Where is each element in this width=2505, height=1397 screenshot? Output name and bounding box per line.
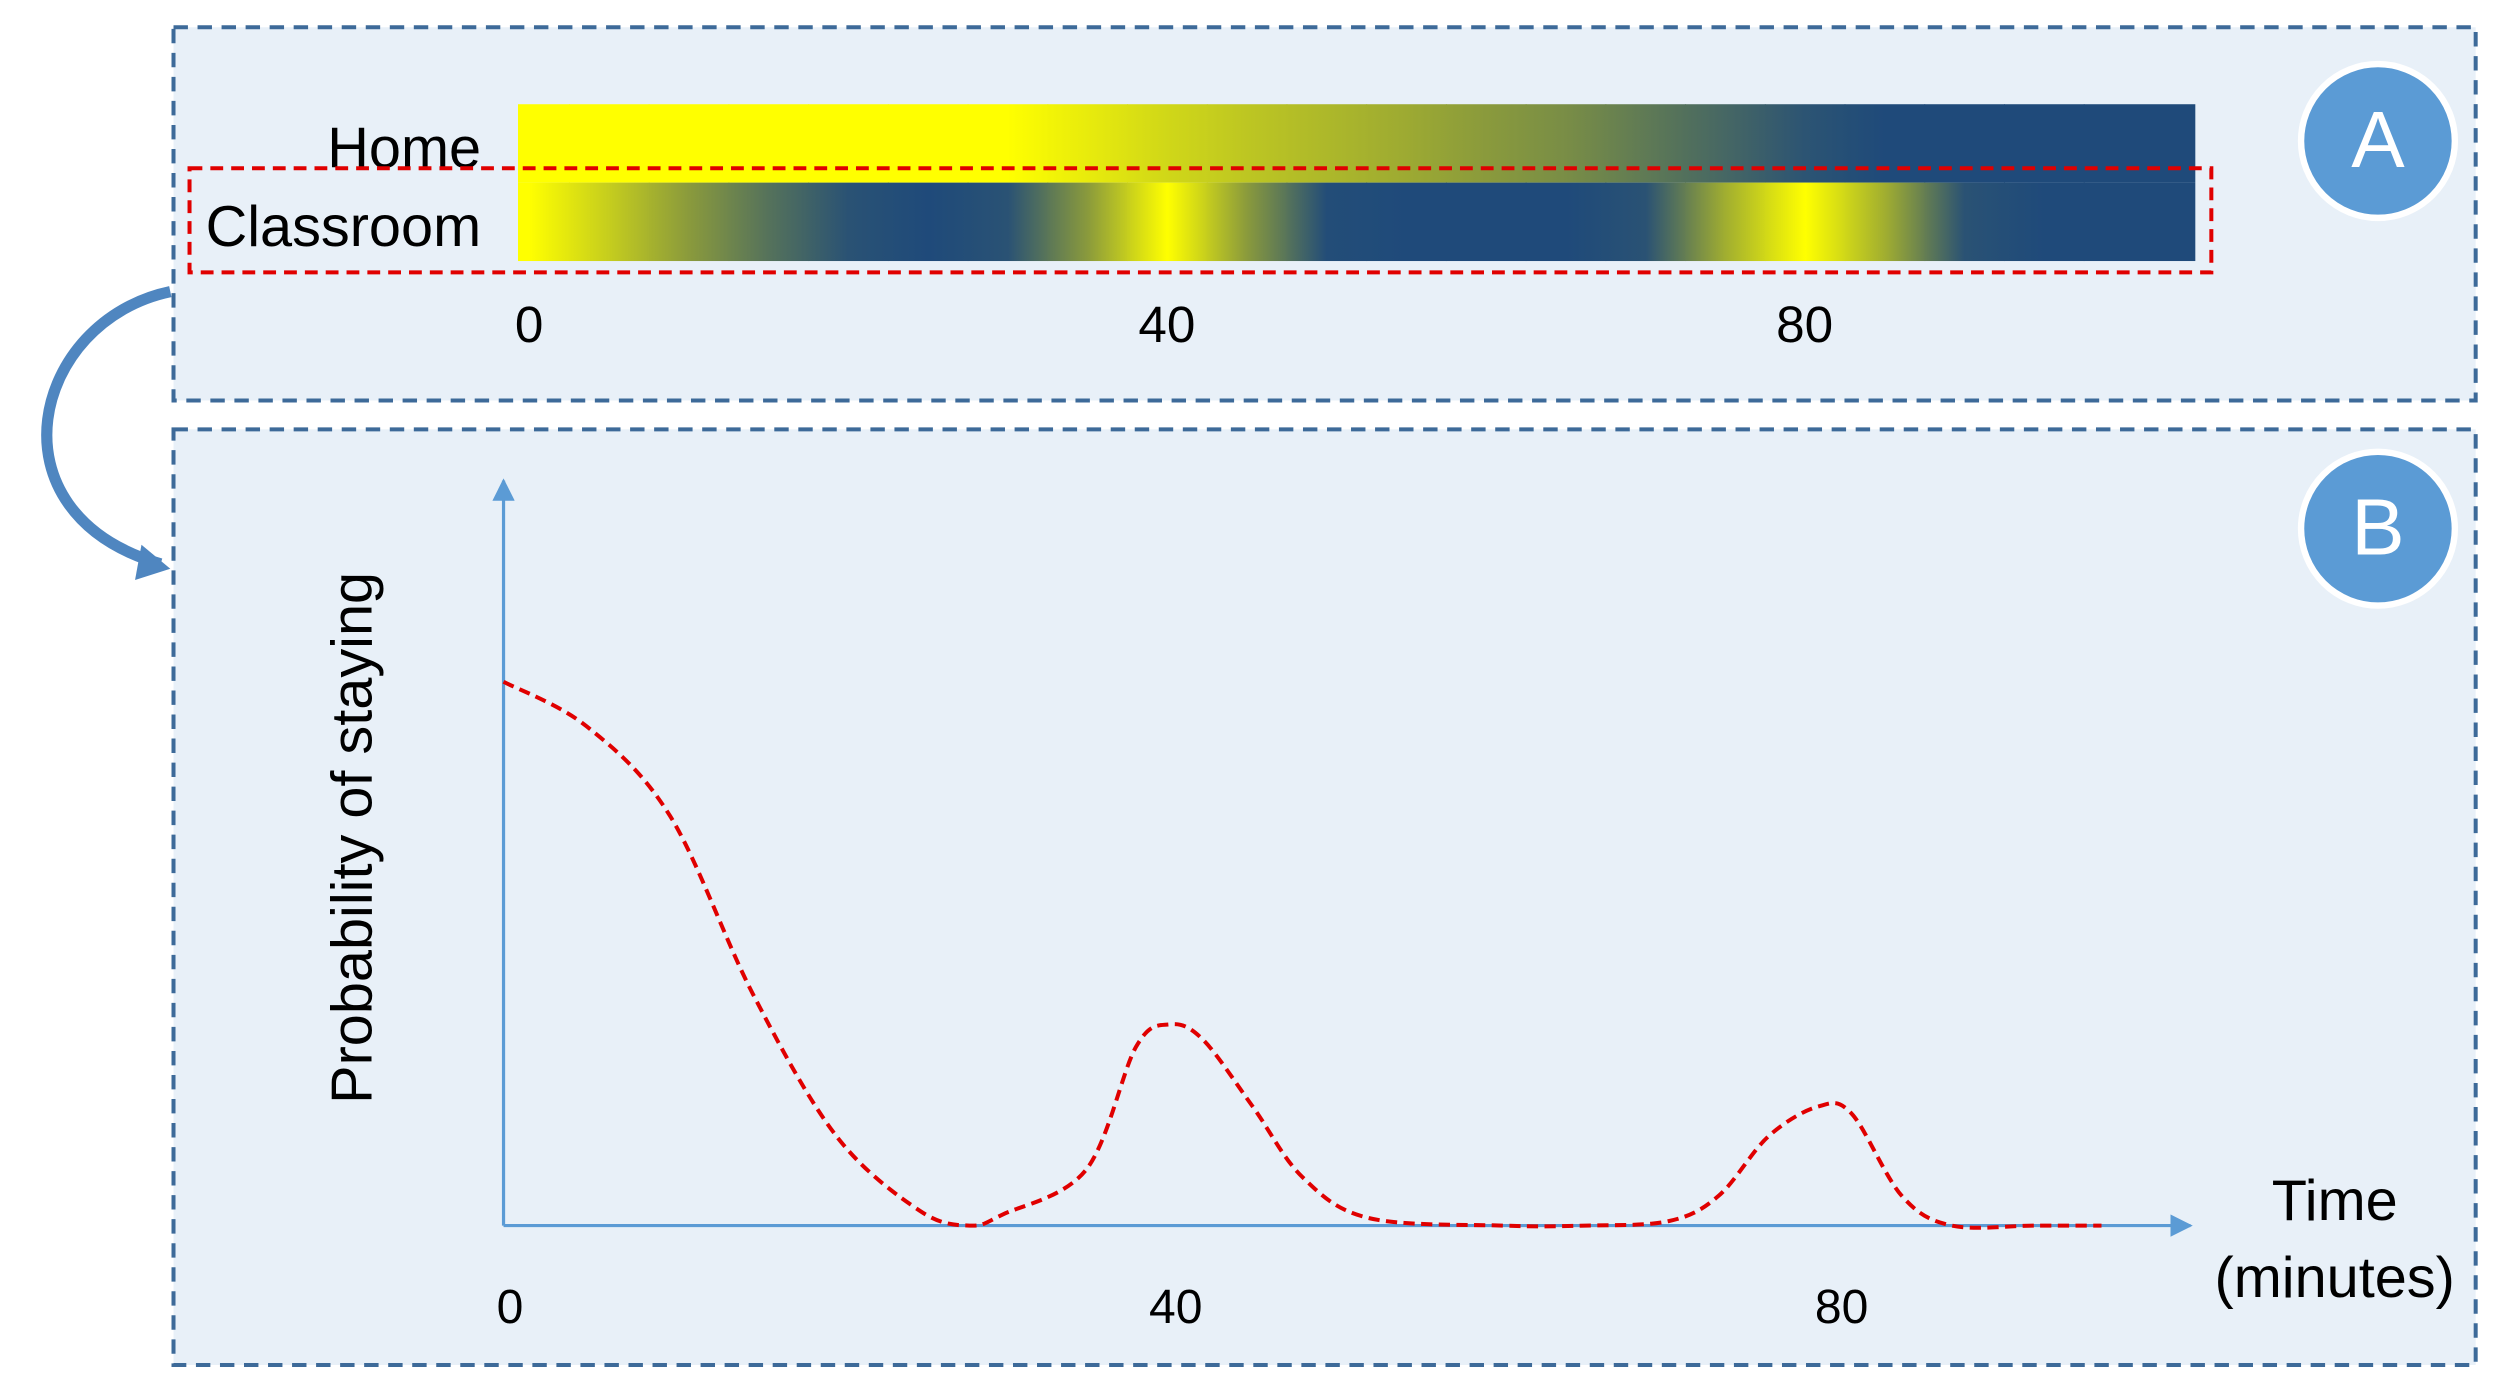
badge-a — [2297, 60, 2459, 222]
x-tick-label: 0 — [497, 1280, 524, 1334]
heat-cell — [1366, 104, 1447, 183]
x-tick-label: 40 — [1138, 296, 1195, 353]
heat-cell — [1206, 182, 1288, 262]
heat-cell — [1685, 182, 1766, 262]
x-tick-label: 80 — [1815, 1280, 1868, 1334]
x-axis-label: (minutes) — [2215, 1246, 2455, 1310]
y-axis-label: Probability of staying — [320, 572, 384, 1104]
heat-cell — [1127, 104, 1208, 183]
heat-cell — [887, 182, 969, 262]
badge-b-label: B — [2351, 482, 2404, 572]
x-tick-label: 40 — [1149, 1280, 1202, 1334]
heat-cell — [517, 182, 570, 262]
heatmap: Home Classroom 0 40 80 — [187, 104, 2214, 353]
x-tick-label: 80 — [1776, 296, 1833, 353]
heat-cell — [967, 104, 1049, 183]
heat-cell — [1844, 104, 1926, 183]
x-tick-label: 0 — [515, 296, 544, 353]
heat-cell — [648, 104, 730, 183]
heat-cell — [568, 104, 650, 183]
line-series — [502, 679, 2102, 1230]
heat-cell — [1445, 182, 1527, 262]
heat-cell — [1924, 104, 2005, 183]
heat-cell — [1525, 182, 1607, 262]
x-axis-label: Time — [2272, 1169, 2398, 1233]
link-arrow-head — [135, 544, 171, 580]
heat-cell — [728, 104, 810, 183]
badge-a-label: A — [2351, 94, 2405, 184]
heat-cell — [1445, 104, 1527, 183]
heat-cell — [2083, 104, 2196, 183]
heat-cell — [2083, 182, 2196, 262]
heat-cell — [1605, 182, 1687, 262]
badge-b — [2297, 448, 2459, 609]
heat-cell — [1206, 104, 1288, 183]
panel-b — [171, 427, 2478, 1367]
row-label: Home — [327, 116, 481, 180]
heat-cell — [1764, 104, 1846, 183]
heat-cell — [568, 182, 650, 262]
heat-cell — [648, 182, 730, 262]
heat-cell — [1924, 182, 2005, 262]
heat-cell — [1366, 182, 1447, 262]
heat-cell — [808, 104, 889, 183]
heat-cell — [2003, 104, 2085, 183]
heat-cell — [728, 182, 810, 262]
heat-cell — [967, 182, 1049, 262]
heat-cell — [1127, 182, 1208, 262]
link-arrow — [41, 286, 172, 570]
heat-cell — [1525, 104, 1607, 183]
heatmap-cells — [517, 104, 2196, 262]
row-label: Classroom — [206, 195, 482, 259]
heat-cell — [2003, 182, 2085, 262]
heat-cell — [1047, 182, 1128, 262]
heat-cell — [1286, 104, 1368, 183]
heat-cell — [1286, 182, 1368, 262]
line-chart: Probability of staying Time (minutes) 0 40 80 — [320, 478, 2455, 1334]
heat-cell — [1685, 104, 1766, 183]
heat-cell — [1764, 182, 1846, 262]
heat-cell — [1605, 104, 1687, 183]
heat-cell — [887, 104, 969, 183]
heat-cell — [1844, 182, 1926, 262]
heat-cell — [517, 104, 570, 183]
heat-cell — [808, 182, 889, 262]
heat-cell — [1047, 104, 1128, 183]
